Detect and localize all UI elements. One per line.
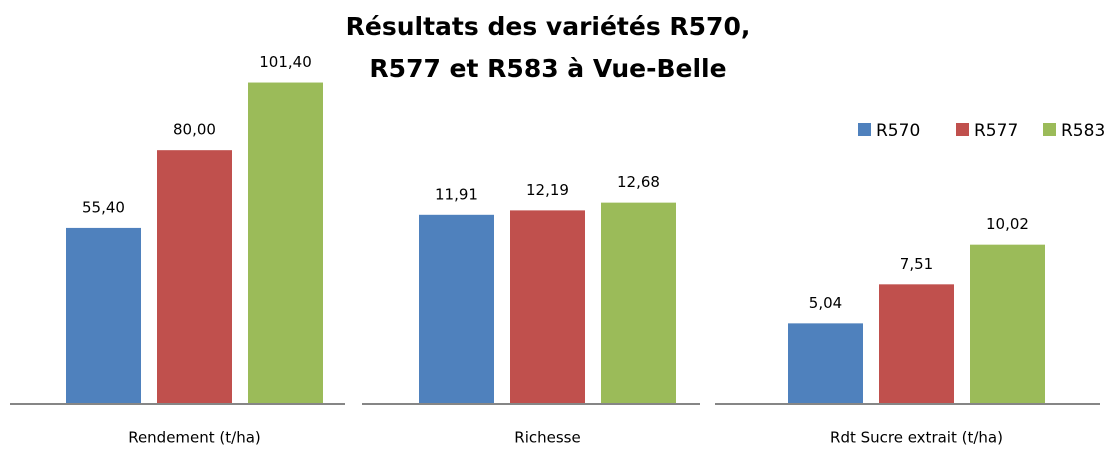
x-tick-label: Richesse xyxy=(514,429,580,447)
bar xyxy=(510,210,585,403)
legend-label: R577 xyxy=(974,121,1018,141)
bar xyxy=(419,214,494,403)
bar xyxy=(601,202,676,403)
chart-title: Résultats des variétés R570, xyxy=(346,12,751,41)
value-label: 12,19 xyxy=(526,181,569,199)
value-label: 10,02 xyxy=(986,215,1029,233)
value-label: 101,40 xyxy=(259,53,312,71)
value-label: 11,91 xyxy=(435,185,478,203)
x-tick-label: Rendement (t/ha) xyxy=(128,429,261,447)
value-label: 12,68 xyxy=(617,173,660,191)
bar xyxy=(248,82,323,404)
x-tick-label: Rdt Sucre extrait (t/ha) xyxy=(830,429,1003,447)
value-label: 55,40 xyxy=(82,198,125,216)
bar xyxy=(66,227,141,403)
bar xyxy=(970,244,1045,403)
bar xyxy=(879,284,954,403)
legend-label: R583 xyxy=(1061,121,1105,141)
legend-swatch xyxy=(956,123,969,136)
chart-title: R577 et R583 à Vue-Belle xyxy=(369,54,726,83)
legend-swatch xyxy=(858,123,871,136)
value-label: 5,04 xyxy=(809,294,842,312)
legend-swatch xyxy=(1043,123,1056,136)
value-label: 80,00 xyxy=(173,121,216,139)
bar xyxy=(157,150,232,403)
legend-label: R570 xyxy=(876,121,920,141)
bar xyxy=(788,323,863,403)
value-label: 7,51 xyxy=(900,255,933,273)
